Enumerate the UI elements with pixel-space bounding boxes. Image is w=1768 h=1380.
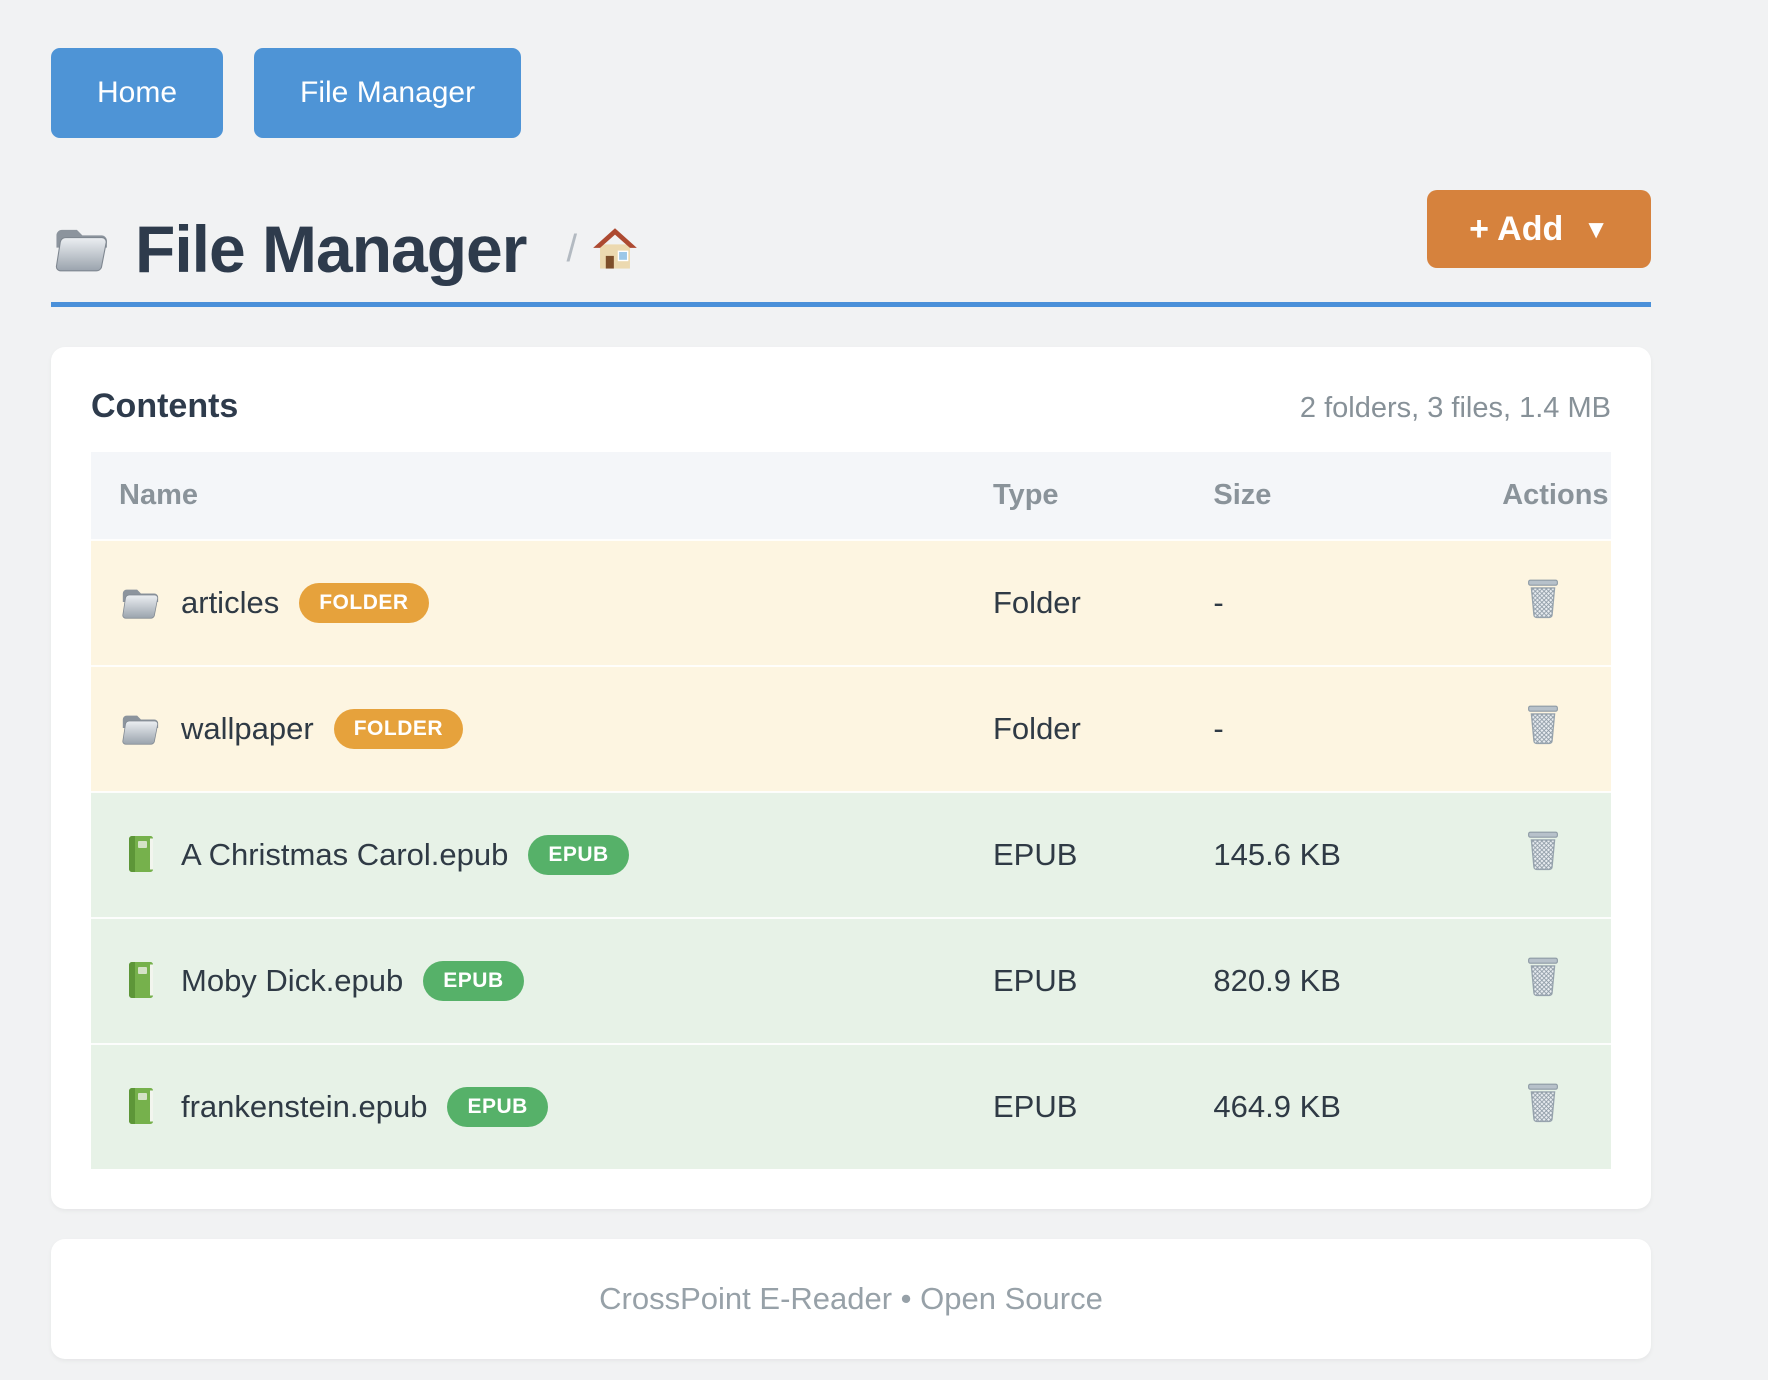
folder-badge: FOLDER	[299, 583, 429, 623]
column-header-size: Size	[1185, 452, 1475, 540]
page-title-text: File Manager	[135, 212, 527, 286]
delete-button[interactable]	[1525, 956, 1561, 998]
delete-button[interactable]	[1525, 830, 1561, 872]
delete-button[interactable]	[1525, 1082, 1561, 1124]
book-icon	[119, 961, 161, 1001]
folder-icon	[51, 220, 111, 278]
page: Home File Manager File Manager / + Add ▼	[51, 0, 1651, 1359]
type-cell: Folder	[965, 665, 1186, 792]
type-cell: EPUB	[965, 791, 1186, 918]
file-name: A Christmas Carol.epub	[181, 837, 509, 872]
nav-file-manager-button[interactable]: File Manager	[254, 48, 522, 138]
book-icon	[119, 1087, 161, 1127]
delete-button[interactable]	[1525, 704, 1561, 746]
table-row: articles FOLDER Folder -	[91, 539, 1611, 666]
table-row: Moby Dick.epub EPUB EPUB 820.9 KB	[91, 917, 1611, 1044]
trash-icon	[1525, 956, 1561, 998]
header-divider	[51, 302, 1651, 307]
delete-button[interactable]	[1525, 578, 1561, 620]
trash-icon	[1525, 578, 1561, 620]
add-button-label: + Add	[1469, 209, 1564, 248]
trash-icon	[1525, 830, 1561, 872]
house-icon	[592, 227, 638, 271]
file-link[interactable]: wallpaper	[119, 709, 314, 749]
add-button[interactable]: + Add ▼	[1427, 190, 1651, 268]
caret-down-icon: ▼	[1583, 213, 1609, 244]
table-row: frankenstein.epub EPUB EPUB 464.9 KB	[91, 1043, 1611, 1169]
epub-badge: EPUB	[528, 835, 629, 875]
type-cell: Folder	[965, 539, 1186, 666]
book-icon	[119, 835, 161, 875]
breadcrumb-home-link[interactable]	[592, 227, 638, 271]
file-name: Moby Dick.epub	[181, 963, 404, 998]
page-title: File Manager /	[51, 190, 638, 282]
column-header-name: Name	[91, 452, 965, 540]
folder-badge: FOLDER	[333, 709, 464, 749]
trash-icon	[1525, 1082, 1561, 1124]
type-cell: EPUB	[965, 1043, 1186, 1169]
file-name: articles	[181, 585, 280, 620]
folder-icon	[119, 709, 161, 749]
epub-badge: EPUB	[447, 1087, 548, 1127]
breadcrumb: /	[566, 227, 638, 271]
files-table: Name Type Size Actions articles FOLDER F…	[91, 452, 1611, 1169]
contents-summary: 2 folders, 3 files, 1.4 MB	[1299, 392, 1611, 424]
page-header: File Manager / + Add ▼	[51, 190, 1651, 282]
size-cell: 145.6 KB	[1185, 791, 1475, 918]
file-name: frankenstein.epub	[181, 1089, 428, 1124]
epub-badge: EPUB	[423, 961, 524, 1001]
size-cell: -	[1185, 539, 1475, 666]
folder-icon	[119, 583, 161, 623]
size-cell: -	[1185, 665, 1475, 792]
column-header-actions: Actions	[1474, 452, 1611, 540]
contents-heading: Contents	[91, 387, 239, 425]
file-name: wallpaper	[181, 711, 314, 746]
footer-card: CrossPoint E-Reader • Open Source	[51, 1239, 1651, 1359]
file-link[interactable]: A Christmas Carol.epub	[119, 835, 508, 875]
size-cell: 464.9 KB	[1185, 1043, 1475, 1169]
file-link[interactable]: articles	[119, 583, 279, 623]
column-header-type: Type	[965, 452, 1186, 540]
table-row: A Christmas Carol.epub EPUB EPUB 145.6 K…	[91, 791, 1611, 918]
contents-card-header: Contents 2 folders, 3 files, 1.4 MB	[91, 387, 1611, 426]
table-row: wallpaper FOLDER Folder -	[91, 665, 1611, 792]
file-link[interactable]: Moby Dick.epub	[119, 961, 403, 1001]
breadcrumb-separator: /	[566, 228, 577, 270]
contents-card: Contents 2 folders, 3 files, 1.4 MB Name…	[51, 347, 1651, 1209]
file-link[interactable]: frankenstein.epub	[119, 1087, 427, 1127]
size-cell: 820.9 KB	[1185, 917, 1475, 1044]
footer-text: CrossPoint E-Reader • Open Source	[599, 1281, 1103, 1316]
nav-home-button[interactable]: Home	[51, 48, 224, 138]
trash-icon	[1525, 704, 1561, 746]
top-nav: Home File Manager	[51, 48, 1651, 138]
type-cell: EPUB	[965, 917, 1186, 1044]
table-header-row: Name Type Size Actions	[91, 452, 1611, 540]
